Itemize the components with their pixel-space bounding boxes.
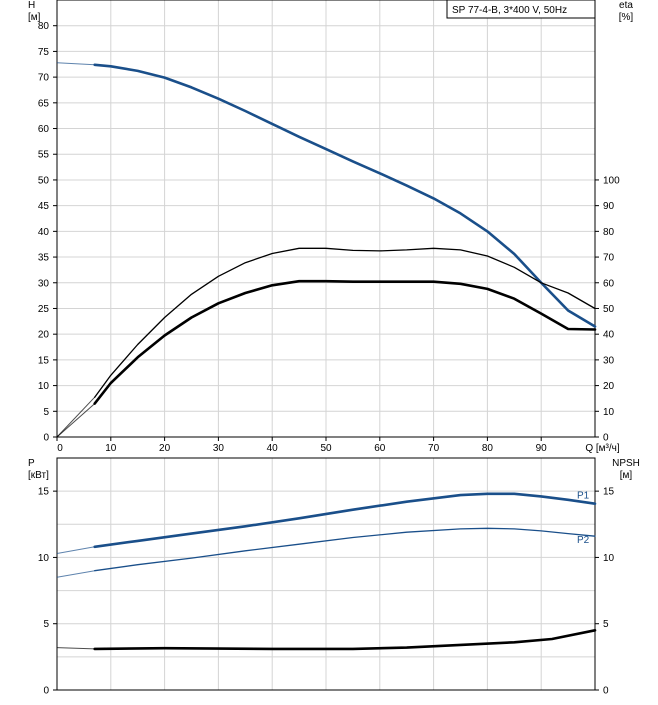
y-right-tick-label: 10	[603, 407, 615, 418]
series-line	[93, 279, 597, 405]
series-line	[94, 247, 596, 398]
x-tick-label: 10	[105, 443, 117, 454]
y-left-tick-label: 40	[38, 227, 50, 238]
series-label: P2	[577, 535, 590, 546]
x-tick-label: 70	[428, 443, 440, 454]
x-tick-label: 90	[536, 443, 548, 454]
y-left-axis-unit: [кВт]	[28, 470, 49, 481]
series-extrapolation-line	[56, 403, 96, 438]
series-label: P1	[577, 491, 590, 502]
y-right-tick-label: 20	[603, 381, 615, 392]
x-tick-label: 80	[482, 443, 494, 454]
y-right-axis-label: eta	[619, 0, 633, 11]
series-line	[93, 63, 597, 328]
y-right-tick-label: 0	[603, 686, 609, 697]
series-line	[93, 629, 597, 651]
y-right-tick-label: 60	[603, 278, 615, 289]
y-right-tick-label: 90	[603, 201, 615, 212]
plot-frame	[56, 457, 596, 691]
x-tick-label: 40	[267, 443, 279, 454]
y-right-tick-label: 40	[603, 330, 615, 341]
y-left-tick-label: 65	[38, 98, 50, 109]
series-extrapolation-line	[56, 62, 95, 66]
series-extrapolation-line	[56, 570, 95, 578]
series-extrapolation-line	[56, 647, 95, 650]
x-tick-label: 50	[320, 443, 332, 454]
y-left-tick-label: 15	[38, 355, 50, 366]
series-line	[94, 527, 596, 572]
y-right-tick-label: 0	[603, 433, 609, 444]
y-left-axis-unit: [м]	[28, 12, 41, 23]
y-left-tick-label: 25	[38, 304, 50, 315]
y-left-tick-label: 80	[38, 21, 50, 32]
y-left-tick-label: 15	[38, 487, 50, 498]
series-extrapolation-line	[56, 396, 96, 438]
y-left-axis-label: H	[28, 0, 35, 11]
power-npsh-panel: 0 5 10 15 0 5 10 15 P[кВт] NPSH[м] P1 P2	[28, 457, 640, 697]
x-tick-label: 60	[374, 443, 386, 454]
y-right-axis-unit: [м]	[620, 470, 633, 481]
title-box	[446, 0, 596, 19]
y-right-tick-label: 70	[603, 253, 615, 264]
y-left-tick-label: 60	[38, 124, 50, 135]
y-left-tick-label: 10	[38, 553, 50, 564]
y-left-tick-label: 50	[38, 175, 50, 186]
y-left-tick-label: 0	[43, 686, 49, 697]
y-left-tick-label: 75	[38, 47, 50, 58]
chart-title: SP 77-4-B, 3*400 V, 50Hz	[452, 5, 567, 16]
y-left-tick-label: 70	[38, 73, 50, 84]
x-tick-label: 20	[159, 443, 171, 454]
x-tick-label: 30	[213, 443, 225, 454]
y-right-axis-label: NPSH	[612, 458, 640, 469]
y-left-tick-label: 5	[43, 407, 49, 418]
x-tick-label: 0	[57, 443, 63, 454]
y-right-tick-label: 5	[603, 619, 609, 630]
y-right-tick-label: 15	[603, 487, 615, 498]
y-right-axis-unit: [%]	[619, 12, 634, 23]
y-left-tick-label: 10	[38, 381, 50, 392]
y-left-tick-label: 55	[38, 150, 50, 161]
y-left-tick-label: 0	[43, 433, 49, 444]
y-right-tick-label: 50	[603, 304, 615, 315]
y-left-axis-label: P	[28, 458, 35, 469]
x-axis-label: Q [м³/ч]	[585, 443, 620, 454]
y-right-tick-label: 100	[603, 175, 620, 186]
y-right-tick-label: 30	[603, 355, 615, 366]
y-left-tick-label: 30	[38, 278, 50, 289]
y-right-tick-label: 80	[603, 227, 615, 238]
y-right-tick-label: 10	[603, 553, 615, 564]
head-efficiency-panel: 0 5 10 15 20 25 30 35 40 45 50 55 60 65 70 75 80 0 10 20 30 4…	[28, 0, 633, 454]
y-left-tick-label: 5	[43, 619, 49, 630]
series-line	[93, 492, 597, 549]
y-left-tick-label: 35	[38, 253, 50, 264]
y-left-tick-label: 45	[38, 201, 50, 212]
y-left-tick-label: 20	[38, 330, 50, 341]
series-extrapolation-line	[56, 546, 95, 554]
